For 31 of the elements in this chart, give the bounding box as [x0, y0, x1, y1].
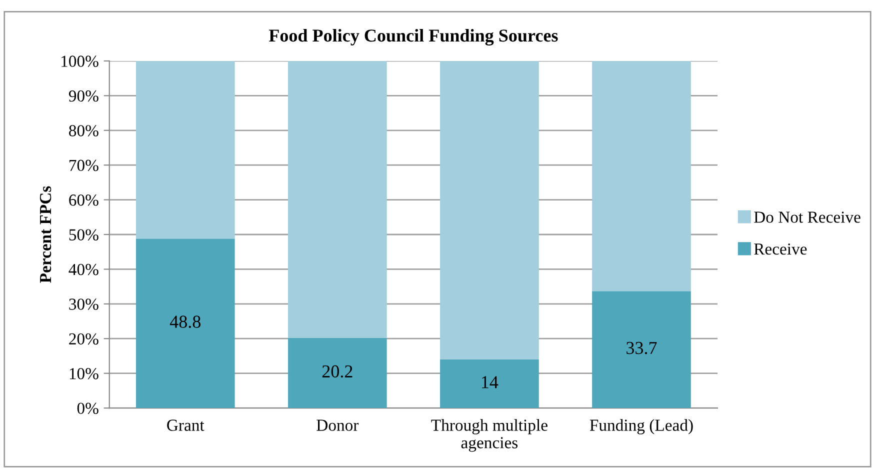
- y-axis-title: Percent FPCs: [40, 186, 52, 283]
- y-tick-label: 20%: [69, 333, 98, 345]
- bar: [592, 60, 691, 292]
- y-tick-label: 70%: [70, 160, 98, 172]
- bar: [136, 60, 235, 239]
- chart-title: Food Policy Council Funding Sources: [268, 28, 558, 46]
- x-tick-label: Grant: [167, 420, 204, 431]
- y-tick-label: 0%: [77, 402, 98, 414]
- bar: [440, 60, 539, 360]
- bar: [440, 359, 539, 408]
- bar: [288, 60, 387, 338]
- y-tick-label: 40%: [68, 264, 98, 276]
- data-label: 14: [482, 376, 498, 388]
- legend-label: Do Not Receive: [754, 212, 860, 223]
- data-label: 48.8: [170, 316, 200, 328]
- data-label: 33.7: [626, 342, 657, 354]
- y-tick-label: 80%: [69, 125, 98, 136]
- legend-label: Receive: [754, 243, 807, 255]
- bar: [592, 291, 691, 408]
- x-tick-label: Donor: [316, 420, 359, 431]
- y-tick-label: 50%: [69, 229, 98, 240]
- y-tick-label: 100%: [62, 56, 98, 67]
- bar: [288, 338, 387, 408]
- y-tick-label: 60%: [69, 194, 98, 206]
- y-tick-label: 10%: [70, 368, 98, 380]
- x-tick-label: Through multiple agencies: [431, 419, 548, 452]
- data-label: 20.2: [322, 365, 352, 378]
- y-tick-label: 90%: [68, 90, 98, 102]
- y-tick-label: 30%: [69, 298, 98, 310]
- bar: [136, 238, 235, 408]
- x-tick-label: Funding (Lead): [590, 419, 693, 434]
